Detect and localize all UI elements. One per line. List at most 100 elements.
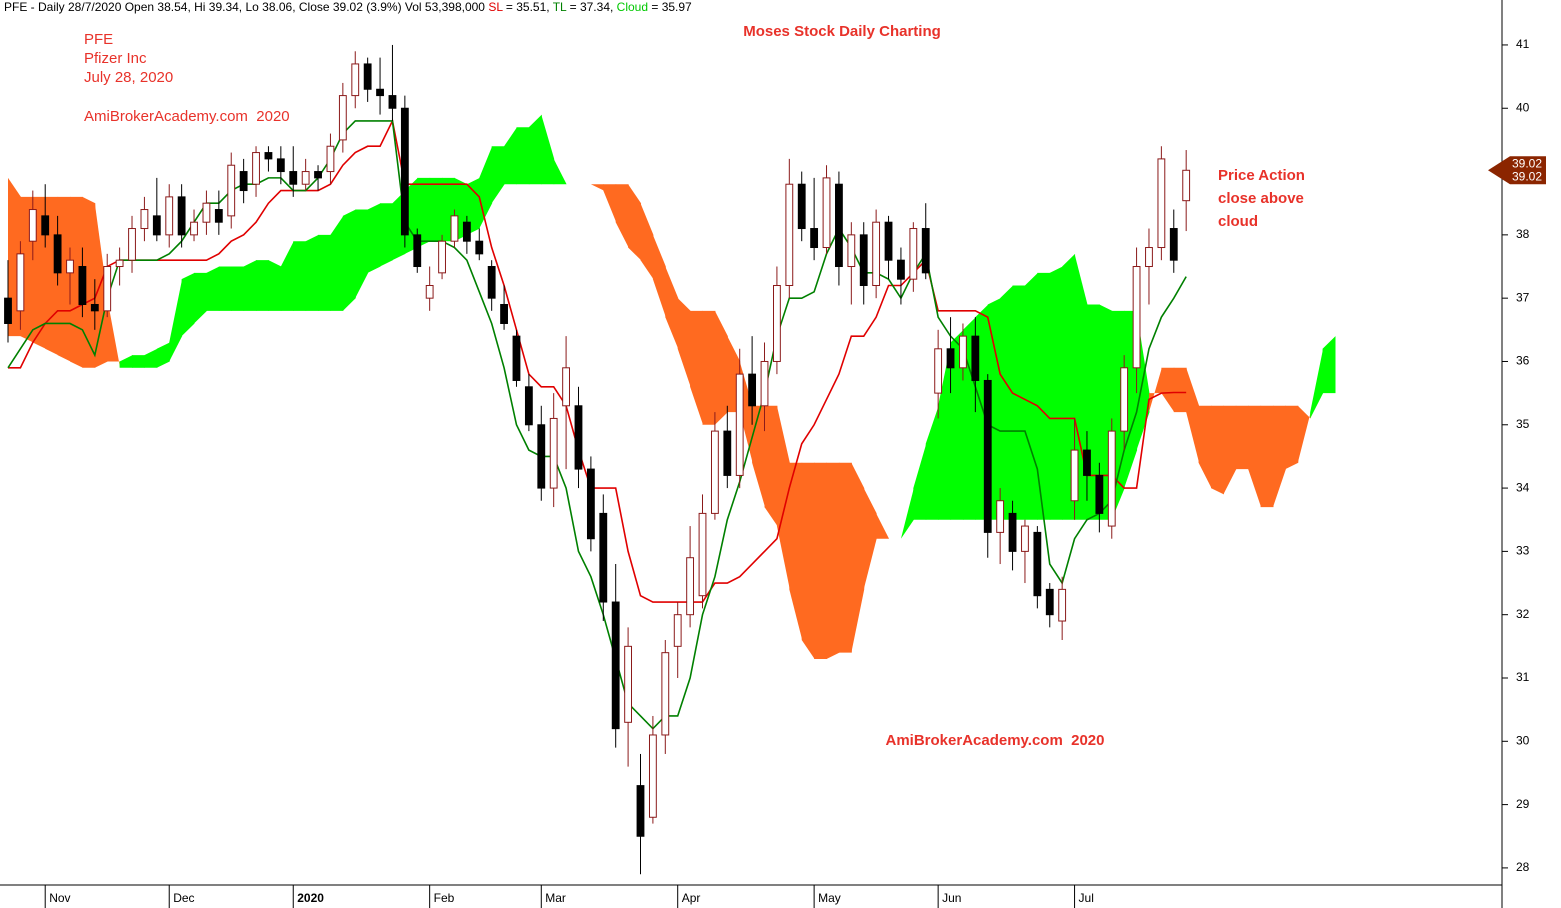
cloud-segment bbox=[181, 272, 195, 337]
cloud-segment bbox=[826, 462, 840, 660]
cloud-segment bbox=[318, 234, 331, 311]
candle-body bbox=[1070, 449, 1079, 502]
candle-body bbox=[388, 95, 397, 109]
y-tick-label: 33 bbox=[1516, 544, 1530, 558]
candle-body bbox=[1045, 588, 1054, 616]
candle-body bbox=[425, 285, 434, 299]
candle-body bbox=[115, 259, 124, 268]
cloud-segment bbox=[714, 310, 728, 425]
y-tick-label: 36 bbox=[1516, 354, 1530, 368]
cloud-segment bbox=[1285, 405, 1299, 470]
candle-body bbox=[165, 196, 174, 236]
cloud-segment bbox=[293, 241, 307, 311]
cloud-segment bbox=[652, 234, 666, 318]
candle-body bbox=[202, 202, 211, 223]
candle-body bbox=[1008, 512, 1017, 552]
candle-body bbox=[438, 240, 446, 274]
candle-body bbox=[1083, 449, 1091, 476]
x-tick-label: Jun bbox=[942, 891, 961, 905]
cloud-segment bbox=[144, 348, 158, 368]
cloud-segment bbox=[876, 513, 890, 539]
candle-body bbox=[959, 335, 967, 369]
price-box bbox=[1488, 156, 1546, 185]
cloud-segment bbox=[1186, 367, 1200, 463]
candle-body bbox=[177, 196, 186, 236]
candle-body bbox=[487, 266, 496, 299]
cloud-segment bbox=[206, 266, 220, 311]
candle-body bbox=[611, 601, 620, 730]
candle-body bbox=[90, 303, 99, 312]
annotation: July 28, 2020 bbox=[84, 69, 173, 86]
candle-body bbox=[512, 335, 521, 381]
cloud-segment bbox=[1173, 367, 1187, 413]
candle-body bbox=[698, 512, 707, 597]
candle-body bbox=[1095, 474, 1104, 514]
candle-body bbox=[884, 221, 893, 261]
cloud-segment bbox=[1012, 285, 1026, 520]
candle-body bbox=[128, 228, 136, 261]
cloud-segment bbox=[553, 158, 567, 185]
header-part: = 35.97 bbox=[648, 0, 692, 14]
plot-area bbox=[4, 44, 1336, 875]
cloud-segment bbox=[1310, 348, 1324, 419]
candle-body bbox=[748, 373, 757, 407]
candle-body bbox=[227, 164, 236, 217]
x-tick-label: 2020 bbox=[297, 891, 324, 905]
cloud-segment bbox=[690, 310, 704, 425]
candle-body bbox=[735, 373, 744, 476]
cloud-segment bbox=[380, 203, 393, 267]
candle-body bbox=[773, 285, 781, 362]
y-tick-label: 31 bbox=[1516, 670, 1530, 684]
cloud-segment bbox=[1223, 405, 1237, 495]
candle-body bbox=[103, 266, 112, 312]
candle-body bbox=[983, 379, 992, 533]
candle-body bbox=[363, 63, 372, 90]
candle-body bbox=[1107, 430, 1116, 527]
candle-body bbox=[673, 614, 682, 647]
candle-body bbox=[810, 228, 819, 249]
cloud-segment bbox=[94, 203, 108, 368]
candle-body bbox=[921, 228, 930, 274]
candle-body bbox=[599, 512, 608, 603]
cloud-segment bbox=[466, 177, 480, 235]
cloud-segment bbox=[82, 196, 96, 368]
cloud-segment bbox=[491, 146, 505, 204]
price-label: 39.02 bbox=[1512, 156, 1542, 170]
y-tick-label: 37 bbox=[1516, 290, 1530, 304]
cloud-segment bbox=[776, 405, 790, 590]
annotation: AmiBrokerAcademy.com 2020 bbox=[886, 732, 1105, 749]
cloud-segment bbox=[417, 177, 431, 248]
cloud-segment bbox=[429, 177, 443, 242]
candle-body bbox=[239, 171, 248, 192]
cloud-segment bbox=[169, 279, 183, 362]
candle-body bbox=[66, 259, 74, 274]
cloud-segment bbox=[801, 462, 815, 660]
y-tick-label: 34 bbox=[1516, 480, 1530, 494]
candle-body bbox=[859, 234, 868, 287]
chart-title: Moses Stock Daily Charting bbox=[743, 23, 941, 40]
candle-body bbox=[53, 234, 62, 274]
x-tick-label: Apr bbox=[682, 891, 701, 905]
x-tick-label: Feb bbox=[434, 891, 455, 905]
cloud-segment bbox=[789, 462, 803, 641]
cloud-segment bbox=[851, 462, 865, 653]
candle-body bbox=[822, 177, 831, 249]
candle-body bbox=[661, 652, 670, 736]
cloud-segment bbox=[1297, 405, 1311, 463]
candle-body bbox=[1120, 367, 1129, 432]
cloud-segment bbox=[677, 298, 691, 387]
candle-body bbox=[28, 209, 37, 242]
y-tick-label: 30 bbox=[1516, 733, 1530, 747]
cloud-segment bbox=[950, 329, 964, 520]
candle-body bbox=[785, 183, 794, 287]
candle-body bbox=[78, 266, 87, 305]
cloud-segment bbox=[702, 310, 716, 425]
candle-body bbox=[475, 240, 484, 255]
annotation: close above bbox=[1218, 190, 1304, 207]
cloud-segment bbox=[863, 488, 877, 590]
candle-body bbox=[314, 171, 322, 179]
header-part: TL bbox=[553, 0, 567, 14]
y-tick-label: 29 bbox=[1516, 797, 1530, 811]
candle-body bbox=[636, 785, 645, 837]
